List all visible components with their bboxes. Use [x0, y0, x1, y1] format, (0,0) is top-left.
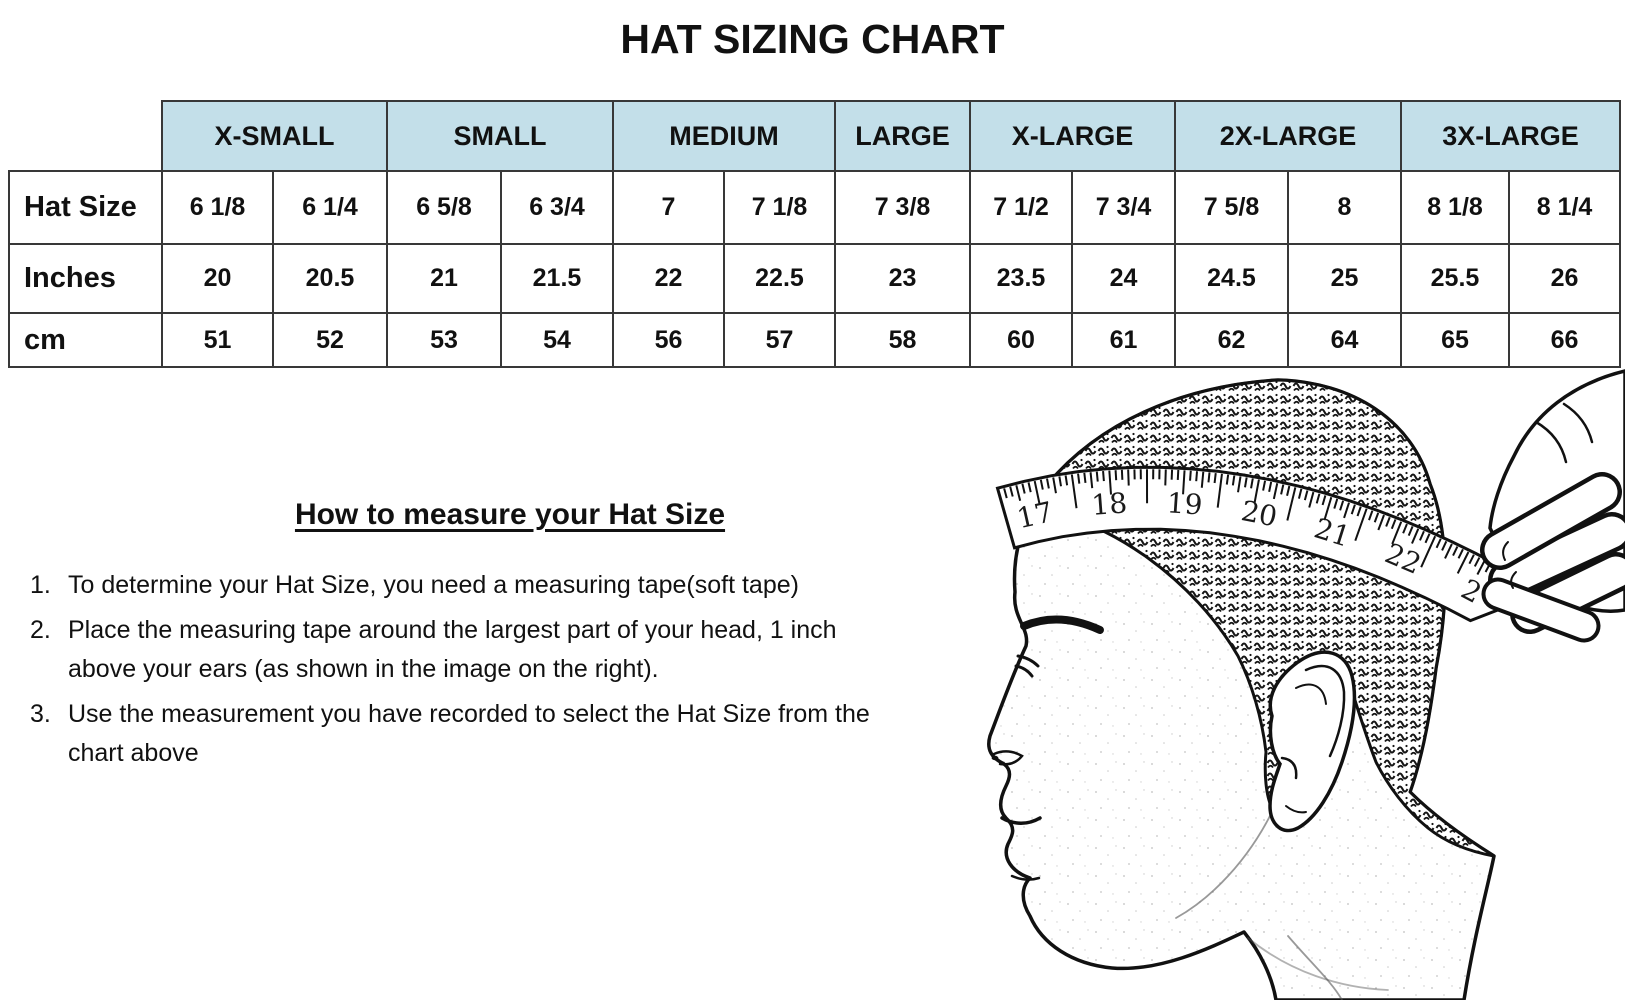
tape-tick: [1196, 471, 1197, 481]
instruction-item: 3.Use the measurement you have recorded …: [30, 695, 982, 773]
size-value-cell: 7 3/8: [835, 171, 970, 244]
tape-tick: [1178, 470, 1179, 480]
size-value-cell: 22.5: [724, 244, 835, 313]
size-value-cell: 61: [1072, 313, 1175, 367]
size-value-cell: 60: [970, 313, 1072, 367]
row-label: cm: [9, 313, 162, 367]
size-value-cell: 56: [613, 313, 724, 367]
tape-tick: [1215, 473, 1216, 483]
size-value-cell: 21: [387, 244, 501, 313]
instructions-list: 1.To determine your Hat Size, you need a…: [30, 566, 982, 779]
size-value-cell: 22: [613, 244, 724, 313]
size-value-cell: 6 5/8: [387, 171, 501, 244]
size-value-cell: 25: [1288, 244, 1401, 313]
size-value-cell: 20.5: [273, 244, 387, 313]
instruction-number: 2.: [30, 611, 68, 689]
size-value-cell: 66: [1509, 313, 1620, 367]
size-group-header: MEDIUM: [613, 101, 835, 171]
tape-tick: [1084, 473, 1085, 483]
size-group-header: LARGE: [835, 101, 970, 171]
tape-number: 18: [1090, 486, 1128, 522]
instruction-text: To determine your Hat Size, you need a m…: [68, 566, 799, 605]
hand-sketch: [1490, 371, 1625, 626]
size-group-header: X-SMALL: [162, 101, 387, 171]
size-value-cell: 23: [835, 244, 970, 313]
nostril-hole: [992, 756, 999, 760]
size-value-cell: 7 3/4: [1072, 171, 1175, 244]
tape-tick: [1103, 471, 1104, 481]
instruction-number: 1.: [30, 566, 68, 605]
row-label: Inches: [9, 244, 162, 313]
row-label: Hat Size: [9, 171, 162, 244]
size-value-cell: 62: [1175, 313, 1288, 367]
instruction-text: Use the measurement you have recorded to…: [68, 695, 870, 773]
size-value-cell: 58: [835, 313, 970, 367]
size-value-cell: 53: [387, 313, 501, 367]
size-value-cell: 25.5: [1401, 244, 1509, 313]
instruction-number: 3.: [30, 695, 68, 773]
instructions-heading-wrap: How to measure your Hat Size: [20, 498, 1000, 532]
size-value-cell: 52: [273, 313, 387, 367]
tape-tick: [1078, 474, 1079, 484]
instruction-item: 2.Place the measuring tape around the la…: [30, 611, 982, 689]
tape-number: 20: [1239, 494, 1280, 533]
size-value-cell: 7 1/2: [970, 171, 1072, 244]
instructions-heading: How to measure your Hat Size: [295, 498, 725, 532]
size-value-cell: 6 1/4: [273, 171, 387, 244]
size-value-cell: 20: [162, 244, 273, 313]
size-value-cell: 8 1/8: [1401, 171, 1509, 244]
size-value-cell: 7: [613, 171, 724, 244]
size-group-header: SMALL: [387, 101, 613, 171]
size-value-cell: 51: [162, 313, 273, 367]
size-value-cell: 7 5/8: [1175, 171, 1288, 244]
size-value-cell: 54: [501, 313, 613, 367]
size-value-cell: 57: [724, 313, 835, 367]
tape-tick: [1227, 475, 1228, 485]
instruction-item: 1.To determine your Hat Size, you need a…: [30, 566, 982, 605]
size-group-header: 3X-LARGE: [1401, 101, 1620, 171]
tape-tick: [1208, 472, 1209, 482]
page-title: HAT SIZING CHART: [0, 16, 1625, 63]
size-value-cell: 26: [1509, 244, 1620, 313]
size-value-cell: 23.5: [970, 244, 1072, 313]
size-value-cell: 8 1/4: [1509, 171, 1620, 244]
size-value-cell: 64: [1288, 313, 1401, 367]
instruction-text: Place the measuring tape around the larg…: [68, 611, 837, 689]
tape-tick: [1128, 470, 1129, 486]
size-group-header: X-LARGE: [970, 101, 1175, 171]
size-value-cell: 21.5: [501, 244, 613, 313]
tape-tick: [1190, 471, 1191, 481]
table-corner-cell: [9, 101, 162, 171]
size-value-cell: 24: [1072, 244, 1175, 313]
tape-number: 19: [1166, 486, 1204, 521]
size-group-header: 2X-LARGE: [1175, 101, 1401, 171]
size-value-cell: 7 1/8: [724, 171, 835, 244]
tape-tick: [1097, 472, 1098, 482]
tape-tick: [1116, 470, 1117, 480]
size-value-cell: 65: [1401, 313, 1509, 367]
size-value-cell: 6 3/4: [501, 171, 613, 244]
size-value-cell: 8: [1288, 171, 1401, 244]
size-value-cell: 24.5: [1175, 244, 1288, 313]
size-value-cell: 6 1/8: [162, 171, 273, 244]
